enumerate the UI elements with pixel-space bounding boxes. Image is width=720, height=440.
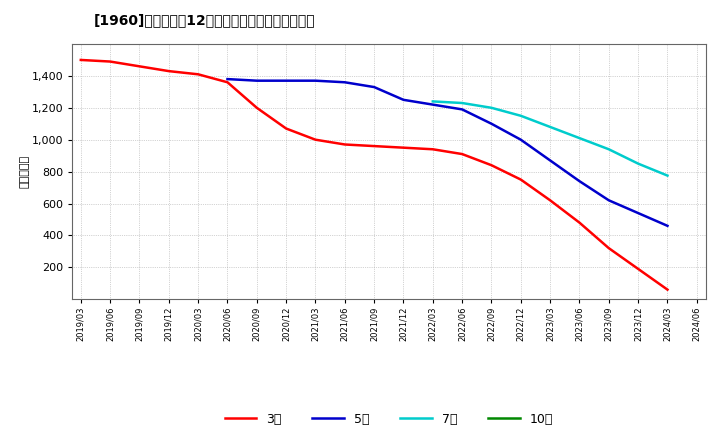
Line: 5年: 5年 <box>228 79 667 226</box>
3年 <box>164 69 173 74</box>
5年 <box>282 78 290 83</box>
5年 <box>399 97 408 103</box>
Line: 3年: 3年 <box>81 60 667 290</box>
3年 <box>311 137 320 142</box>
5年 <box>575 179 584 184</box>
7年 <box>575 136 584 141</box>
3年 <box>76 57 85 62</box>
3年 <box>634 266 642 271</box>
5年 <box>428 102 437 107</box>
3年 <box>516 177 525 182</box>
Legend: 3年, 5年, 7年, 10年: 3年, 5年, 7年, 10年 <box>225 413 553 425</box>
Text: [1960]　経常利益12か月移動合計の平均値の推移: [1960] 経常利益12か月移動合計の平均値の推移 <box>94 13 315 27</box>
7年 <box>634 161 642 166</box>
5年 <box>546 158 554 163</box>
7年 <box>516 113 525 118</box>
3年 <box>282 126 290 131</box>
5年 <box>311 78 320 83</box>
Line: 7年: 7年 <box>433 101 667 176</box>
5年 <box>370 84 379 90</box>
5年 <box>223 77 232 82</box>
3年 <box>194 72 202 77</box>
7年 <box>546 124 554 129</box>
3年 <box>399 145 408 150</box>
3年 <box>341 142 349 147</box>
3年 <box>546 198 554 203</box>
3年 <box>253 105 261 110</box>
7年 <box>428 99 437 104</box>
5年 <box>487 121 496 126</box>
3年 <box>575 220 584 225</box>
5年 <box>605 198 613 203</box>
5年 <box>253 78 261 83</box>
7年 <box>605 147 613 152</box>
5年 <box>341 80 349 85</box>
5年 <box>516 137 525 142</box>
3年 <box>487 162 496 168</box>
3年 <box>223 80 232 85</box>
3年 <box>135 64 144 69</box>
Y-axis label: （百万円）: （百万円） <box>19 155 30 188</box>
3年 <box>370 143 379 149</box>
5年 <box>663 223 672 228</box>
3年 <box>428 147 437 152</box>
7年 <box>487 105 496 110</box>
5年 <box>458 107 467 112</box>
7年 <box>458 100 467 106</box>
3年 <box>458 151 467 157</box>
3年 <box>605 246 613 251</box>
3年 <box>663 287 672 292</box>
7年 <box>663 173 672 178</box>
5年 <box>634 210 642 216</box>
3年 <box>106 59 114 64</box>
